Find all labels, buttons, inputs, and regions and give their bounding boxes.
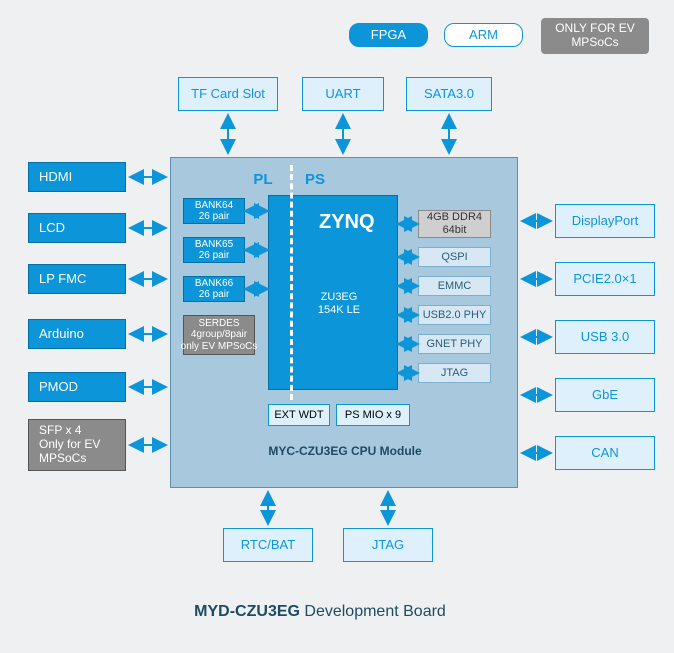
strip-ddr: 4GB DDR4 64bit <box>418 210 491 238</box>
zynq-sub: ZU3EG 154K LE <box>309 291 369 316</box>
serdes: SERDES 4group/8pair only EV MPSoCs <box>183 315 255 355</box>
legend-ev-label: ONLY FOR EV MPSoCs <box>555 22 635 50</box>
per-usb3: USB 3.0 <box>555 320 655 354</box>
ps-mio: PS MIO x 9 <box>336 404 410 426</box>
zynq-title: ZYNQ <box>319 211 375 234</box>
per-sata: SATA3.0 <box>406 77 492 111</box>
per-lpfmc: LP FMC <box>28 264 126 294</box>
per-hdmi: HDMI <box>28 162 126 192</box>
per-lcd: LCD <box>28 213 126 243</box>
strip-qspi: QSPI <box>418 247 491 267</box>
module-label: MYC-CZU3EG CPU Module <box>240 442 450 462</box>
legend-ev: ONLY FOR EV MPSoCs <box>541 18 649 54</box>
board-label: MYD-CZU3EG Development Board <box>120 600 520 624</box>
per-dp: DisplayPort <box>555 204 655 238</box>
strip-gnet: GNET PHY <box>418 334 491 354</box>
ext-wdt: EXT WDT <box>268 404 330 426</box>
per-can: CAN <box>555 436 655 470</box>
pl-label: PL <box>248 170 278 190</box>
per-sfp: SFP x 4 Only for EV MPSoCs <box>28 419 126 471</box>
strip-jtag: JTAG <box>418 363 491 383</box>
bank64: BANK64 26 pair <box>183 198 245 224</box>
strip-usb2: USB2.0 PHY <box>418 305 491 325</box>
legend-fpga-label: FPGA <box>371 28 406 43</box>
strip-emmc: EMMC <box>418 276 491 296</box>
legend-fpga: FPGA <box>349 23 428 47</box>
legend-arm: ARM <box>444 23 523 47</box>
per-rtc: RTC/BAT <box>223 528 313 562</box>
per-jtag: JTAG <box>343 528 433 562</box>
bank65: BANK65 26 pair <box>183 237 245 263</box>
per-pmod: PMOD <box>28 372 126 402</box>
bank66: BANK66 26 pair <box>183 276 245 302</box>
per-tf: TF Card Slot <box>178 77 278 111</box>
per-pcie: PCIE2.0×1 <box>555 262 655 296</box>
per-uart: UART <box>302 77 384 111</box>
pl-ps-divider <box>290 165 293 400</box>
legend-arm-label: ARM <box>469 28 498 43</box>
zynq-block: ZYNQ ZU3EG 154K LE <box>268 195 398 390</box>
per-arduino: Arduino <box>28 319 126 349</box>
ps-label: PS <box>300 170 330 190</box>
per-gbe: GbE <box>555 378 655 412</box>
